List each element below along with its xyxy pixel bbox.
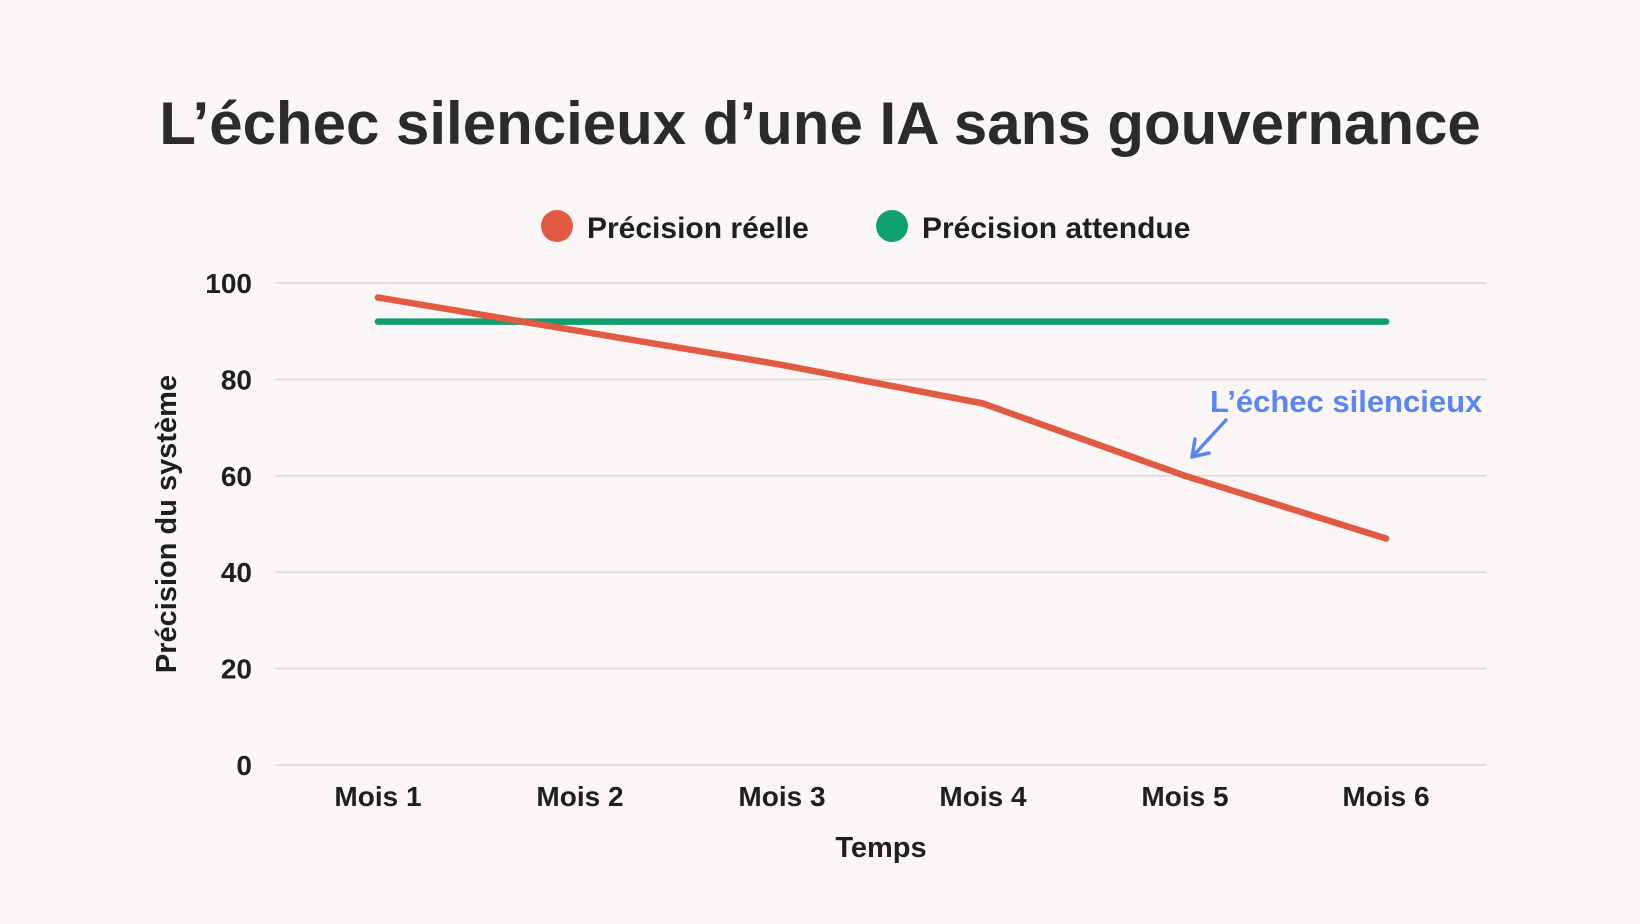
y-tick-label: 40 <box>221 557 252 588</box>
annotation: L’échec silencieux <box>1190 384 1483 459</box>
x-tick-label: Mois 2 <box>536 781 623 812</box>
series-lines <box>374 294 1390 542</box>
data-point-expected <box>1382 318 1390 325</box>
data-point-actual <box>1382 535 1390 542</box>
legend: Précision réelle Précision attendue <box>541 210 1190 245</box>
x-tick-label: Mois 1 <box>334 781 421 812</box>
data-point-expected <box>1181 318 1189 325</box>
y-axis-label: Précision du système <box>151 375 183 673</box>
data-point-actual <box>1181 472 1189 479</box>
data-point-actual <box>576 328 584 335</box>
annotation-arrow <box>1192 418 1228 457</box>
y-tick-label: 80 <box>221 364 252 395</box>
y-tick-label: 60 <box>221 461 252 492</box>
legend-label-expected: Précision attendue <box>922 212 1190 245</box>
gridlines <box>276 282 1486 766</box>
x-axis-ticks: Mois 1 Mois 2 Mois 3 Mois 4 Mois 5 Mois 6 <box>334 781 1429 812</box>
chart-title: L’échec silencieux d’une IA sans gouvern… <box>159 90 1481 157</box>
data-point-expected <box>576 318 584 325</box>
data-point-actual <box>778 361 786 369</box>
x-tick-label: Mois 5 <box>1141 781 1228 812</box>
x-axis-label: Temps <box>835 832 926 864</box>
data-point-expected <box>778 318 786 325</box>
y-axis-ticks: 0 20 40 60 80 100 <box>205 268 252 781</box>
x-tick-label: Mois 3 <box>738 781 825 812</box>
series-line-actual <box>374 294 1390 542</box>
legend-marker-expected <box>876 210 908 242</box>
annotation-label: L’échec silencieux <box>1210 384 1483 419</box>
y-tick-label: 20 <box>221 654 252 685</box>
data-point-expected <box>979 318 987 325</box>
x-tick-label: Mois 6 <box>1342 781 1429 812</box>
annotation-arrowhead <box>1190 437 1211 459</box>
y-tick-label: 0 <box>236 750 252 781</box>
y-tick-label: 100 <box>205 268 252 299</box>
data-point-expected <box>374 318 382 325</box>
data-point-actual <box>979 400 987 407</box>
x-tick-label: Mois 4 <box>939 781 1027 812</box>
legend-label-actual: Précision réelle <box>587 212 809 245</box>
data-point-actual <box>374 294 382 301</box>
legend-marker-actual <box>541 210 573 242</box>
